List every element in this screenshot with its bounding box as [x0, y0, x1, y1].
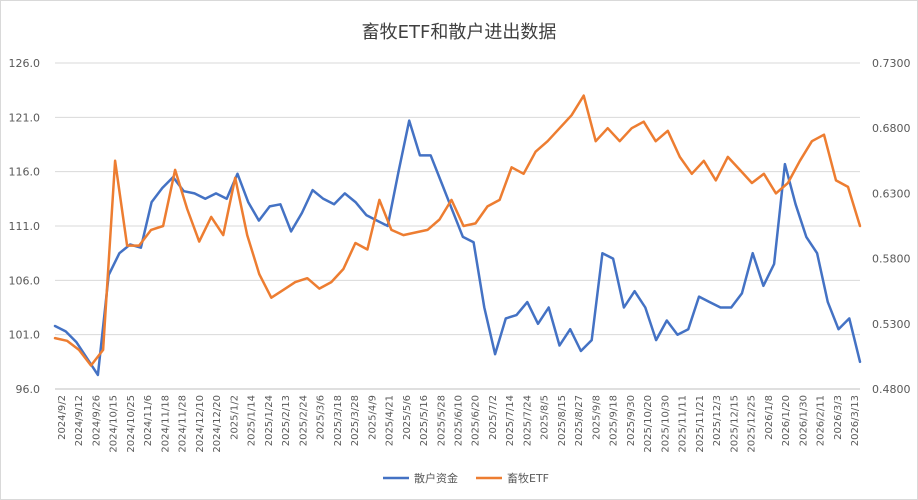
x-tick-label: 2025/8/27	[574, 395, 585, 446]
x-tick-label: 2024/9/12	[74, 395, 85, 446]
x-tick-label: 2025/2/13	[281, 395, 292, 446]
legend-label-2: 畜牧ETF	[507, 471, 549, 485]
right-tick-label: 0.4800	[872, 383, 911, 396]
x-tick-label: 2025/3/18	[333, 395, 344, 446]
x-tick-label: 2025/5/6	[402, 395, 413, 440]
x-tick-label: 2025/12/15	[729, 395, 740, 453]
left-axis-ticks: 96.0 101.0 106.0 111.0 116.0 121.0 126.0	[9, 57, 41, 396]
x-tick-label: 2025/10/30	[660, 395, 671, 453]
x-tick-label: 2024/11/18	[160, 395, 171, 453]
x-tick-label: 2025/12/3	[712, 395, 723, 446]
right-tick-label: 0.6300	[872, 187, 911, 200]
right-tick-label: 0.5800	[872, 253, 911, 266]
x-tick-label: 2025/5/28	[436, 395, 447, 446]
x-tick-label: 2025/9/18	[609, 395, 620, 446]
x-tick-label: 2025/8/15	[557, 395, 568, 446]
left-tick-label: 96.0	[16, 383, 41, 396]
x-tick-label: 2024/12/10	[195, 395, 206, 453]
series-line-1	[53, 119, 862, 377]
series-line-2	[53, 94, 862, 367]
x-tick-label: 2026/2/11	[816, 395, 827, 446]
x-tick-label: 2024/9/2	[57, 395, 68, 440]
x-tick-label: 2025/2/24	[298, 395, 309, 446]
x-tick-label: 2025/9/8	[591, 395, 602, 440]
x-tick-label: 2025/6/20	[471, 395, 482, 446]
x-tick-label: 2025/3/6	[316, 395, 327, 440]
gridlines	[55, 62, 860, 336]
x-tick-label: 2024/9/26	[91, 395, 102, 446]
x-tick-label: 2026/1/8	[764, 395, 775, 440]
x-tick-label: 2024/11/6	[143, 395, 154, 446]
x-tick-label: 2024/10/25	[126, 395, 137, 453]
x-tick-label: 2025/7/2	[488, 395, 499, 440]
left-tick-label: 106.0	[9, 274, 41, 287]
legend: 散户资金 畜牧ETF	[383, 471, 549, 485]
x-tick-label: 2025/11/11	[678, 395, 689, 453]
x-tick-label: 2025/1/2	[229, 395, 240, 440]
x-tick-label: 2025/1/24	[264, 395, 275, 446]
right-tick-label: 0.6800	[872, 122, 911, 135]
x-tick-label: 2025/1/14	[247, 395, 258, 446]
legend-label-1: 散户资金	[414, 471, 458, 485]
x-tick-label: 2024/11/28	[178, 395, 189, 453]
x-tick-label: 2025/7/24	[522, 395, 533, 446]
x-tick-label: 2025/10/20	[643, 395, 654, 453]
x-tick-label: 2025/3/28	[350, 395, 361, 446]
x-tick-label: 2025/5/16	[419, 395, 430, 446]
x-tick-label: 2026/3/3	[833, 395, 844, 440]
x-tick-label: 2025/9/30	[626, 395, 637, 446]
right-tick-label: 0.5300	[872, 318, 911, 331]
left-tick-label: 126.0	[9, 57, 41, 70]
x-tick-label: 2025/8/5	[540, 395, 551, 440]
x-tick-label: 2026/1/30	[798, 395, 809, 446]
series-lines	[53, 94, 862, 377]
x-tick-label: 2024/10/15	[109, 395, 120, 453]
x-tick-label: 2025/7/14	[505, 395, 516, 446]
x-tick-label: 2024/12/20	[212, 395, 223, 453]
chart-title: 畜牧ETF和散户进出数据	[361, 22, 557, 43]
x-tick-label: 2026/3/13	[850, 395, 861, 446]
x-tick-label: 2026/1/20	[781, 395, 792, 446]
left-tick-label: 101.0	[9, 329, 41, 342]
x-tick-label: 2025/4/9	[367, 395, 378, 440]
right-tick-label: 0.7300	[872, 57, 911, 70]
left-tick-label: 111.0	[9, 220, 41, 233]
x-tick-label: 2025/6/10	[454, 395, 465, 446]
x-tick-label: 2025/4/21	[385, 395, 396, 446]
x-axis-ticks: 2024/9/2 2024/9/12 2024/9/26 2024/10/15 2024…	[57, 395, 861, 453]
x-tick-label: 2025/11/21	[695, 395, 706, 453]
x-tick-label: 2025/12/25	[747, 395, 758, 453]
left-tick-label: 116.0	[9, 166, 41, 179]
right-axis-ticks: 0.4800 0.5300 0.5800 0.6300 0.6800 0.7300	[872, 57, 911, 396]
left-tick-label: 121.0	[9, 111, 41, 124]
